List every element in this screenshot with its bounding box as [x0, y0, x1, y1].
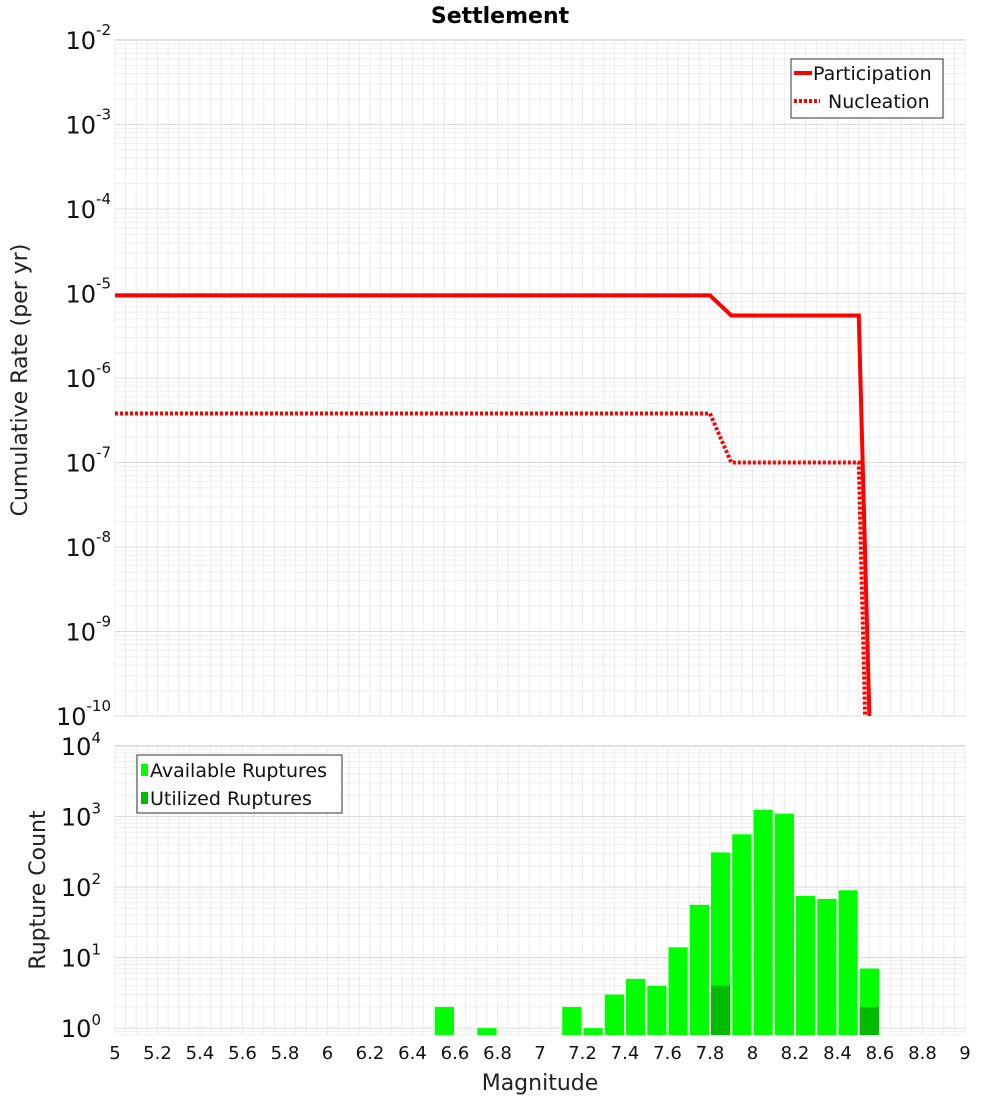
x-tick-label: 7.4 [611, 1043, 640, 1064]
utilized-bar-8.55 [859, 1006, 879, 1035]
top-y-tick-label: 10-9 [65, 613, 111, 647]
x-tick-label: 6.2 [356, 1043, 385, 1064]
top-y-tick-exponent: -7 [96, 444, 111, 462]
available-bar-8.45 [838, 890, 858, 1035]
top-y-tick-label: 10-5 [65, 275, 111, 309]
available-bar-7.55 [647, 985, 667, 1035]
legend-participation-label: Participation [813, 63, 932, 85]
top-y-tick-exponent: -3 [96, 106, 111, 124]
top-gridlines [114, 40, 966, 717]
available-bar-8.15 [774, 813, 794, 1035]
x-tick-label: 5.2 [143, 1043, 172, 1064]
available-bar-8.35 [817, 898, 837, 1035]
available-bar-6.55 [434, 1006, 454, 1035]
x-tick-label: 6.8 [483, 1043, 512, 1064]
bottom-y-tick-exponent: 1 [91, 941, 101, 959]
available-bar-7.35 [604, 994, 624, 1035]
series-participation-line [115, 293, 872, 717]
bottom-y-tick-label: 104 [61, 729, 101, 761]
x-tick-labels: 5 5.2 5.4 5.6 5.8 6 6.2 6.4 6.6 6.8 7 7.2 7.4 7.6 7.8 8… [109, 1043, 970, 1064]
chart-title: Settlement [431, 4, 570, 29]
legend-utilized-swatch [141, 792, 148, 804]
bottom-y-tick-label: 100 [61, 1011, 101, 1043]
x-tick-label: 8.8 [908, 1043, 937, 1064]
top-y-tick-exponent: -9 [96, 613, 111, 631]
available-bar-6.75 [477, 1028, 497, 1035]
available-bar-7.15 [562, 1006, 582, 1035]
legend-utilized-label: Utilized Ruptures [150, 788, 312, 810]
top-legend-box [790, 58, 944, 119]
x-tick-label: 8.4 [823, 1043, 852, 1064]
bottom-y-tick-label: 102 [61, 870, 101, 902]
bottom-y-tick-exponent: 0 [91, 1011, 101, 1029]
utilized-bar-7.85 [711, 985, 731, 1035]
top-series-lines [115, 293, 872, 717]
top-y-tick-exponent: -5 [96, 275, 111, 293]
x-tick-label: 9 [959, 1043, 970, 1064]
available-bar-7.45 [626, 978, 646, 1035]
top-y-tick-label: 10-7 [65, 444, 111, 478]
legend-available-label: Available Ruptures [150, 760, 327, 782]
x-tick-label: 8.2 [781, 1043, 810, 1064]
top-y-tick-exponent: -4 [96, 190, 111, 208]
top-y-tick-label: 10-6 [65, 359, 111, 393]
x-tick-label: 7.2 [568, 1043, 597, 1064]
x-tick-label: 5 [109, 1043, 120, 1064]
bottom-bars [434, 809, 879, 1035]
legend-nucleation-label: Nucleation [828, 91, 930, 113]
bottom-y-tick-exponent: 4 [91, 729, 101, 747]
series-nucleation-line [115, 411, 868, 717]
bottom-y-tick-label: 103 [61, 800, 101, 832]
top-y-tick-exponent: -6 [96, 359, 111, 377]
available-bar-7.75 [689, 904, 709, 1035]
bottom-legend-box [136, 754, 343, 814]
available-bar-8.05 [753, 809, 773, 1035]
x-axis-label: Magnitude [482, 1071, 599, 1096]
bottom-legend: Available Ruptures Utilized Ruptures [136, 754, 343, 814]
bottom-y-axis-label: Rupture Count [26, 810, 51, 970]
top-y-tick-exponent: -10 [87, 697, 112, 715]
top-y-axis-label: Cumulative Rate (per yr) [8, 244, 33, 517]
available-bar-8.25 [796, 895, 816, 1035]
x-tick-label: 6.6 [441, 1043, 470, 1064]
x-tick-label: 7.8 [696, 1043, 725, 1064]
x-tick-label: 5.6 [228, 1043, 257, 1064]
x-tick-label: 5.4 [186, 1043, 215, 1064]
x-tick-label: 5.8 [271, 1043, 300, 1064]
x-tick-label: 7.6 [653, 1043, 682, 1064]
x-tick-label: 8 [747, 1043, 758, 1064]
top-y-tick-label: 10-4 [65, 190, 111, 224]
available-bar-7.25 [583, 1028, 603, 1035]
x-tick-label: 8.6 [866, 1043, 895, 1064]
x-tick-label: 7 [534, 1043, 545, 1064]
top-y-tick-label: 10-2 [65, 21, 111, 55]
top-y-tick-labels: 10-2 10-3 10-4 10-5 10-6 10-7 10-8 10-9 10-10 [56, 21, 111, 731]
top-y-tick-exponent: -8 [96, 528, 111, 546]
x-tick-label: 6.4 [398, 1043, 427, 1064]
top-y-tick-label: 10-8 [65, 528, 111, 562]
available-bar-7.95 [732, 834, 752, 1035]
available-bar-7.65 [668, 947, 688, 1035]
top-y-tick-label: 10-3 [65, 106, 111, 140]
top-legend: Participation Nucleation [790, 58, 944, 119]
legend-available-swatch [141, 764, 148, 776]
bottom-y-tick-label: 101 [61, 941, 101, 973]
bottom-y-tick-exponent: 3 [91, 800, 101, 818]
top-y-tick-label: 10-10 [56, 697, 111, 731]
top-y-tick-exponent: -2 [96, 21, 111, 39]
x-tick-label: 6 [322, 1043, 333, 1064]
bottom-y-tick-exponent: 2 [91, 870, 101, 888]
